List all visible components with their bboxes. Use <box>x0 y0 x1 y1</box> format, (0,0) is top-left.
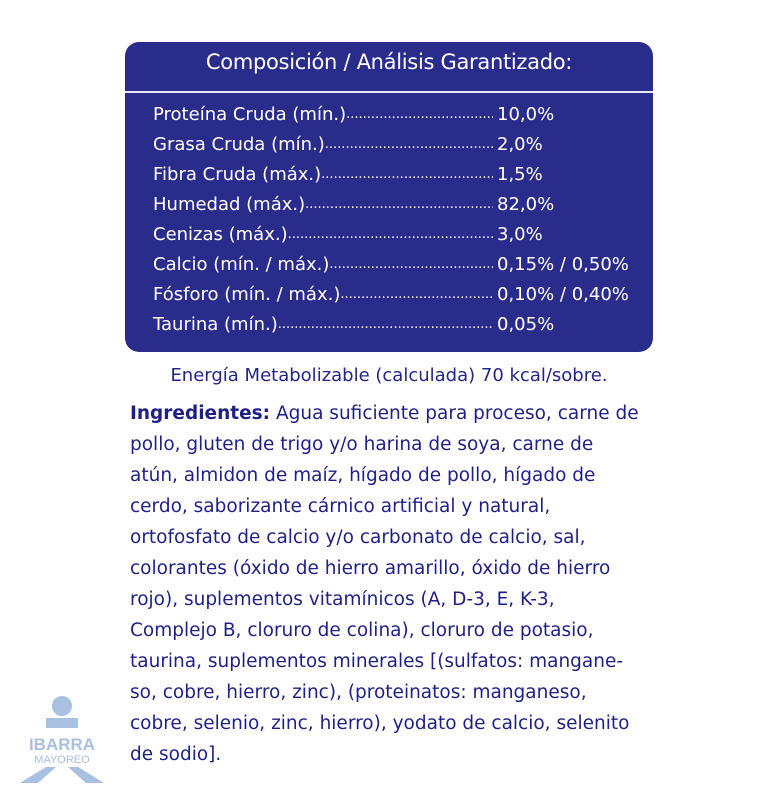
dot-leader: ........................................… <box>346 107 493 122</box>
ibarra-mayoreo-logo: IBARRA MAYOREO <box>20 696 104 783</box>
ingredients-line: colorantes (óxido de hierro amarillo, óx… <box>130 558 611 579</box>
ingredients-line: ortofosfato de calcio y/o carbonato de c… <box>130 527 586 548</box>
ingredients-line: taurina, suplementos minerales [(sulfato… <box>130 651 624 672</box>
analysis-row: Fósforo (mín. / máx.)...................… <box>153 280 643 310</box>
svg-text:IBARRA: IBARRA <box>29 735 95 754</box>
analysis-value: 10,0% <box>497 104 555 125</box>
dot-leader: ........................................… <box>321 167 493 182</box>
ingredients-line: pollo, gluten de trigo y/o harina de soy… <box>130 434 594 455</box>
analysis-label: Cenizas (máx.) <box>153 224 288 245</box>
analysis-label: Taurina (mín.) <box>153 314 278 335</box>
ingredients-text: Ingredientes: Agua suficiente para proce… <box>130 398 639 770</box>
analysis-row: Taurina (mín.)..........................… <box>153 310 643 340</box>
analysis-label: Calcio (mín. / máx.) <box>153 254 330 275</box>
analysis-value: 0,05% <box>497 314 555 335</box>
ingredients-line: so, cobre, hierro, zinc), (proteinatos: … <box>130 682 587 703</box>
dot-leader: ........................................… <box>287 227 493 242</box>
analysis-panel: Composición / Análisis Garantizado: Prot… <box>125 42 653 352</box>
analysis-value: 0,10% / 0,40% <box>497 284 629 305</box>
ingredients-heading: Ingredientes: <box>130 403 271 424</box>
dot-leader: ........................................… <box>329 257 493 272</box>
dot-leader: ........................................… <box>277 317 493 332</box>
analysis-label: Humedad (máx.) <box>153 194 306 215</box>
dot-leader: ........................................… <box>305 197 493 212</box>
analysis-row: Grasa Cruda (mín.)......................… <box>153 130 643 160</box>
analysis-value: 2,0% <box>497 134 543 155</box>
analysis-value: 1,5% <box>497 164 543 185</box>
svg-text:MAYOREO: MAYOREO <box>34 754 90 766</box>
analysis-value: 0,15% / 0,50% <box>497 254 629 275</box>
ingredients-line: atún, almidon de maíz, hígado de pollo, … <box>130 465 596 486</box>
analysis-label: Fibra Cruda (máx.) <box>153 164 322 185</box>
ingredients-line: Complejo B, cloruro de colina), cloruro … <box>130 620 594 641</box>
ingredients-line: Agua suficiente para proceso, carne de <box>275 403 639 424</box>
ingredients-line: de sodio]. <box>130 744 222 765</box>
ingredients-line: rojo), suplementos vitamínicos (A, D-3, … <box>130 589 555 610</box>
analysis-label: Grasa Cruda (mín.) <box>153 134 325 155</box>
analysis-row: Cenizas (máx.)..........................… <box>153 220 643 250</box>
analysis-rows: Proteína Cruda (mín.)...................… <box>153 100 643 340</box>
ingredients-line: cobre, selenio, zinc, hierro), yodato de… <box>130 713 630 734</box>
analysis-label: Fósforo (mín. / máx.) <box>153 284 341 305</box>
divider <box>125 91 653 93</box>
analysis-value: 3,0% <box>497 224 543 245</box>
analysis-title: Composición / Análisis Garantizado: <box>205 50 573 74</box>
analysis-row: Fibra Cruda (máx.)......................… <box>153 160 643 190</box>
dot-leader: ........................................… <box>340 287 494 302</box>
analysis-label: Proteína Cruda (mín.) <box>153 104 347 125</box>
energy-statement: Energía Metabolizable (calculada) 70 kca… <box>170 365 608 386</box>
dot-leader: ........................................… <box>324 137 493 152</box>
analysis-row: Calcio (mín. / máx.)....................… <box>153 250 643 280</box>
analysis-row: Humedad (máx.)..........................… <box>153 190 643 220</box>
ingredients-line: cerdo, saborizante cárnico artificial y … <box>130 496 551 517</box>
analysis-value: 82,0% <box>497 194 555 215</box>
analysis-row: Proteína Cruda (mín.)...................… <box>153 100 643 130</box>
